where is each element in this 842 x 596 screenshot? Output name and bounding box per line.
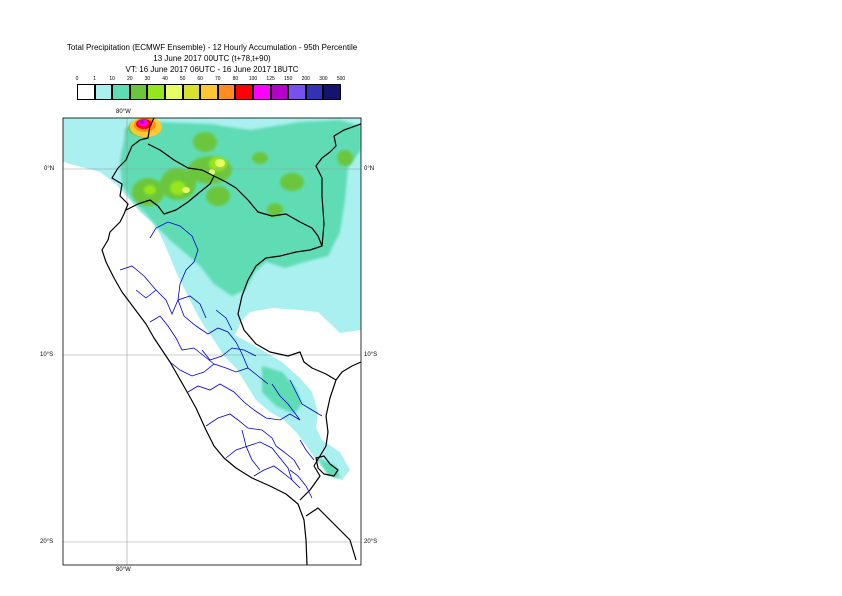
lon-label-top: 80°W (116, 109, 131, 115)
lat-label-right: 10°S (364, 352, 378, 358)
legend-threshold-label: 50 (179, 76, 186, 82)
northern-border (147, 123, 361, 247)
legend-color-swatch (112, 84, 130, 100)
legend-threshold-label: 70 (215, 76, 221, 82)
legend-threshold-label: 30 (144, 76, 151, 82)
legend-color-swatch (270, 84, 289, 100)
map-title: Total Precipitation (ECMWF Ensemble) - 1… (66, 43, 358, 52)
legend-threshold-label: 80 (232, 76, 239, 82)
legend-threshold-label: 200 (301, 76, 310, 82)
legend-threshold-label: 150 (284, 76, 293, 82)
graticule (63, 118, 361, 565)
legend-threshold-label: 20 (127, 76, 133, 82)
precip-40-50mm-areas (182, 159, 225, 193)
legend-threshold-label: 40 (162, 76, 168, 82)
legend-color-swatch (217, 84, 236, 100)
legend-threshold-label: 60 (197, 76, 203, 82)
chile-bolivia-border (305, 507, 357, 561)
peru-bolivia-border (299, 379, 337, 501)
precipitation-field (63, 118, 361, 565)
lat-label-left: 0°N (44, 166, 55, 172)
lake-titicaca (315, 455, 339, 477)
map-frame (62, 117, 362, 566)
legend-threshold-label: 125 (266, 76, 275, 82)
legend-threshold-label: 500 (336, 76, 346, 82)
precip-10-20mm-area (262, 366, 302, 414)
legend-threshold-label: 300 (319, 76, 328, 82)
precip-heavy-cell (130, 118, 162, 137)
valid-time-subtitle: VT: 16 June 2017 06UTC - 16 June 2017 18… (125, 65, 299, 74)
ecuador-peru-border (125, 175, 215, 215)
base-time-subtitle: 13 June 2017 00UTC (t+78,t+90) (153, 54, 271, 63)
peru-colombia-brazil-border (237, 245, 361, 381)
lat-label-left: 10°S (40, 352, 54, 358)
legend-color-swatch (305, 84, 324, 100)
legend-color-swatch (323, 84, 341, 100)
legend-color-swatch (253, 84, 271, 100)
legend-threshold-label: 1 (93, 76, 96, 82)
lat-label-right: 0°N (364, 166, 375, 172)
lon-label-bottom: 80°W (116, 567, 131, 573)
coastline (101, 118, 308, 565)
legend-color-swatch (235, 84, 253, 100)
lat-label-right: 20°S (364, 539, 378, 545)
precip-10-20mm-area (318, 458, 340, 478)
legend-color-swatch (94, 84, 113, 100)
legend-color-swatch (129, 84, 148, 100)
legend-color-swatch (200, 84, 218, 100)
legend-threshold-label: 0 (75, 76, 79, 82)
legend-color-swatch (182, 84, 201, 100)
coastline-and-borders (101, 118, 361, 565)
legend-threshold-label: 100 (248, 76, 258, 82)
legend-color-swatch (165, 84, 183, 100)
legend-color-swatch (77, 84, 95, 100)
lat-label-left: 20°S (40, 539, 54, 545)
legend-color-swatch (147, 84, 165, 100)
regional-boundaries (119, 221, 323, 499)
legend-threshold-label: 10 (109, 76, 115, 82)
legend-color-swatch (288, 84, 306, 100)
